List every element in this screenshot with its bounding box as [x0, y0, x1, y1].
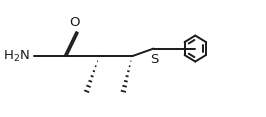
Text: H$_2$N: H$_2$N	[3, 49, 30, 64]
Text: O: O	[70, 16, 80, 29]
Text: S: S	[150, 53, 158, 66]
